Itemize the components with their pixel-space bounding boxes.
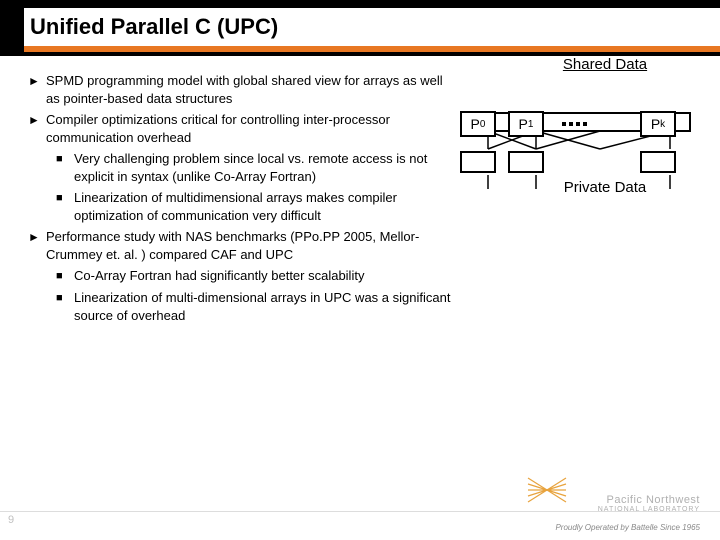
bullet-list: ► SPMD programming model with global sha… bbox=[28, 72, 458, 328]
org-name: Pacific Northwest bbox=[555, 494, 700, 506]
processor-box-0: P0 bbox=[460, 111, 496, 137]
content-area: ► SPMD programming model with global sha… bbox=[0, 56, 720, 328]
bullet-text: Performance study with NAS benchmarks (P… bbox=[46, 228, 458, 263]
operated-by: Proudly Operated by Battelle Since 1965 bbox=[555, 523, 700, 532]
shared-data-label: Shared Data bbox=[500, 56, 710, 73]
title-bar: Unified Parallel C (UPC) bbox=[0, 0, 720, 56]
title-inner: Unified Parallel C (UPC) bbox=[24, 8, 720, 46]
private-box bbox=[460, 151, 496, 173]
sub-bullet-text: Very challenging problem since local vs.… bbox=[74, 150, 458, 185]
bullet-1: ► SPMD programming model with global sha… bbox=[28, 72, 458, 107]
slide-title: Unified Parallel C (UPC) bbox=[30, 14, 278, 39]
private-box bbox=[640, 151, 676, 173]
sub-bullet: ■ Co-Array Fortran had significantly bet… bbox=[56, 267, 458, 285]
square-icon: ■ bbox=[56, 189, 74, 224]
square-icon: ■ bbox=[56, 267, 74, 285]
processor-box-1: P1 bbox=[508, 111, 544, 137]
page-number: 9 bbox=[8, 514, 14, 526]
processor-box-k: Pk bbox=[640, 111, 676, 137]
sub-bullet: ■ Very challenging problem since local v… bbox=[56, 150, 458, 185]
footer: Pacific Northwest NATIONAL LABORATORY Pr… bbox=[555, 494, 700, 532]
private-box bbox=[508, 151, 544, 173]
sub-bullet: ■ Linearization of multidimensional arra… bbox=[56, 189, 458, 224]
triangle-icon: ► bbox=[28, 111, 46, 146]
sub-bullet-text: Linearization of multi-dimensional array… bbox=[74, 289, 458, 324]
processor-row: P0 P1 Pk bbox=[460, 111, 710, 137]
ellipsis-icon bbox=[556, 122, 592, 126]
bullet-text: Compiler optimizations critical for cont… bbox=[46, 111, 458, 146]
square-icon: ■ bbox=[56, 150, 74, 185]
org-subtitle: NATIONAL LABORATORY bbox=[555, 506, 700, 513]
architecture-diagram: Shared Data P0 P1 bbox=[460, 56, 710, 196]
bullet-2: ► Compiler optimizations critical for co… bbox=[28, 111, 458, 146]
bullet-3: ► Performance study with NAS benchmarks … bbox=[28, 228, 458, 263]
sub-bullet: ■ Linearization of multi-dimensional arr… bbox=[56, 289, 458, 324]
square-icon: ■ bbox=[56, 289, 74, 324]
sub-bullet-text: Co-Array Fortran had significantly bette… bbox=[74, 267, 364, 285]
sub-bullet-text: Linearization of multidimensional arrays… bbox=[74, 189, 458, 224]
private-data-label: Private Data bbox=[500, 179, 710, 196]
accent-strip bbox=[24, 46, 720, 52]
triangle-icon: ► bbox=[28, 72, 46, 107]
triangle-icon: ► bbox=[28, 228, 46, 263]
bullet-text: SPMD programming model with global share… bbox=[46, 72, 458, 107]
spacer bbox=[556, 151, 592, 173]
private-data-row bbox=[460, 151, 710, 173]
